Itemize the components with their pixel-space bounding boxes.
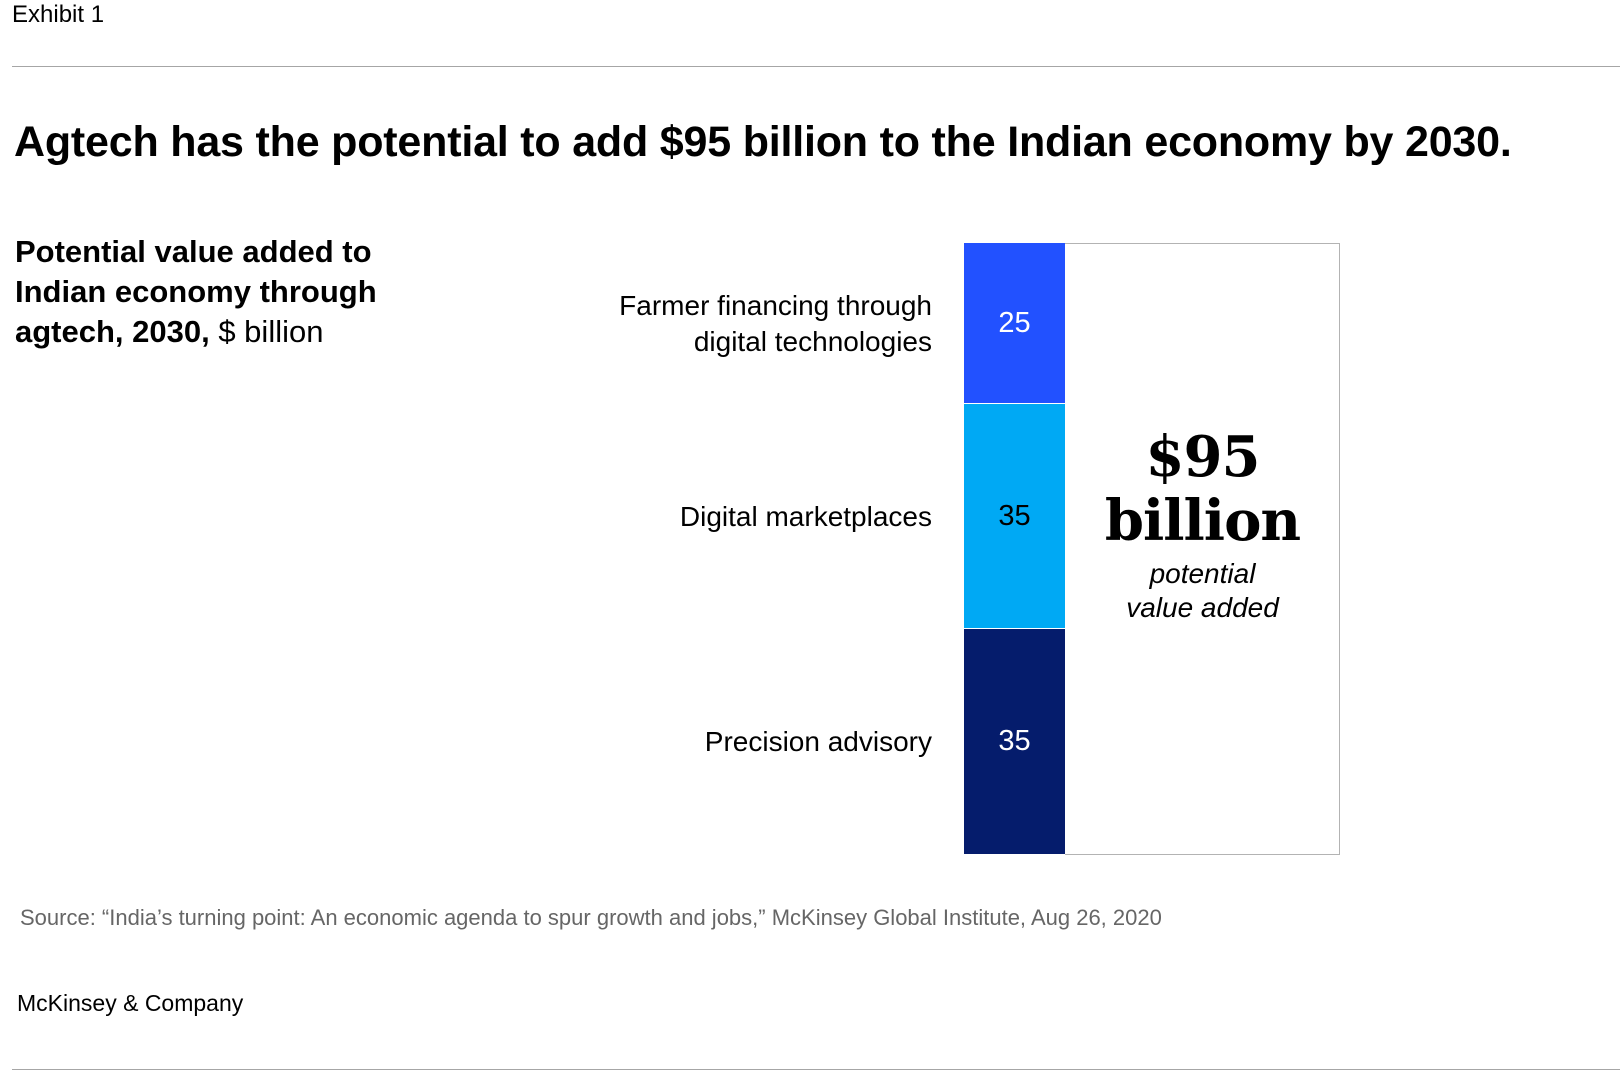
page-title: Agtech has the potential to add $95 bill… [14, 118, 1512, 166]
bar-value-label: 25 [998, 306, 1031, 339]
brand-logo-text: McKinsey & Company [17, 990, 244, 1016]
bar-value-label: 35 [998, 499, 1031, 532]
bar-segment-1: 25 [964, 243, 1065, 404]
total-value-unit: billion [1104, 488, 1301, 554]
source-note: Source: “India’s turning point: An econo… [20, 905, 1162, 930]
total-value-amount: $95 [1145, 424, 1261, 490]
top-divider [12, 66, 1620, 67]
chart-subtitle: Potential value added to Indian economy … [15, 232, 435, 352]
bar-segment-2: 35 [964, 404, 1065, 629]
category-label-3: Precision advisory [705, 724, 932, 760]
total-caption-line2: value added [1126, 592, 1279, 623]
category-label-line: Farmer financing through [619, 290, 932, 321]
exhibit-label: Exhibit 1 [12, 1, 105, 28]
bar-segment-3: 35 [964, 629, 1065, 854]
category-label-1: Farmer financing through digital technolo… [619, 288, 932, 360]
total-caption-line1: potential [1149, 558, 1256, 589]
chart-subtitle-unit: $ billion [209, 314, 324, 349]
total-callout-box [1065, 243, 1340, 855]
category-label-line: digital technologies [693, 326, 932, 357]
category-label-line: Precision advisory [704, 726, 932, 757]
chart-subtitle-text: Potential value added to Indian economy … [15, 234, 377, 349]
category-label-line: Digital marketplaces [679, 501, 932, 532]
bar-value-label: 35 [998, 725, 1031, 757]
category-label-2: Digital marketplaces [680, 499, 932, 535]
